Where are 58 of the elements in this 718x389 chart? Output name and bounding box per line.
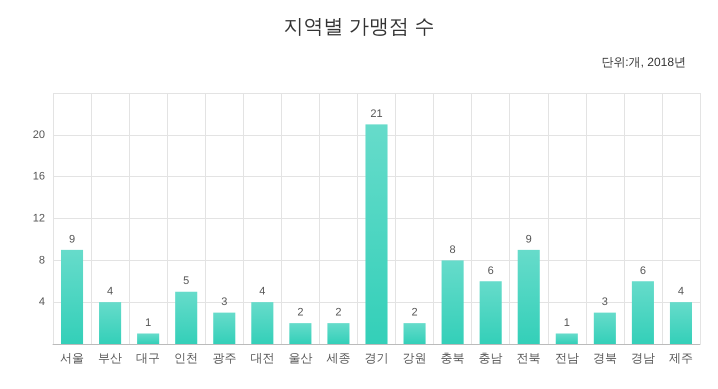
y-tick-label: 20	[32, 128, 45, 141]
bar	[289, 323, 312, 344]
y-tick-label: 4	[38, 296, 45, 308]
x-tick-label: 광주	[212, 351, 236, 365]
bar	[442, 260, 464, 344]
data-label: 9	[68, 233, 76, 246]
data-label: 6	[488, 264, 494, 277]
x-tick-label: 서울	[60, 351, 84, 365]
data-label: 2	[411, 306, 418, 319]
y-tick-label: 16	[32, 170, 45, 183]
x-tick-label: 제주	[668, 351, 693, 365]
bar	[480, 281, 502, 344]
x-tick-label: 경기	[364, 351, 388, 365]
bar	[99, 302, 122, 344]
bar	[251, 302, 274, 344]
x-tick-label: 부산	[98, 351, 122, 365]
x-tick-label: 세종	[326, 351, 350, 365]
bar	[60, 250, 84, 344]
data-label: 6	[640, 264, 646, 277]
bar	[175, 292, 198, 344]
x-tick-label: 전북	[516, 351, 541, 365]
data-label: 2	[297, 306, 304, 319]
data-label: 8	[450, 244, 456, 256]
x-tick-label: 충북	[440, 351, 465, 365]
x-tick-label: 대전	[250, 351, 274, 365]
y-tick-label: 8	[38, 254, 45, 266]
data-label: 2	[335, 306, 342, 319]
data-label: 3	[221, 296, 228, 308]
x-tick-label: 인천	[174, 351, 198, 365]
x-tick-label: 충남	[478, 351, 503, 365]
data-label: 3	[602, 296, 608, 308]
bar	[327, 323, 350, 344]
data-label: 4	[259, 286, 266, 298]
bar	[594, 312, 616, 344]
data-label: 4	[678, 286, 684, 298]
bar	[404, 323, 426, 344]
bar	[632, 281, 654, 344]
x-tick-label: 경북	[592, 351, 617, 365]
bar	[518, 250, 540, 344]
bar	[137, 334, 160, 344]
data-label: 1	[145, 317, 152, 330]
data-label: 5	[183, 275, 190, 288]
data-label: 21	[370, 108, 383, 120]
text: 단위:개, 2018년	[601, 55, 686, 69]
data-label: 1	[564, 317, 570, 330]
data-label: 4	[107, 286, 114, 298]
x-tick-label: 경남	[630, 351, 655, 365]
bar	[556, 334, 578, 344]
x-tick-label: 전남	[554, 351, 579, 365]
x-tick-label: 대구	[136, 351, 160, 365]
bar	[365, 124, 388, 344]
bar	[670, 302, 692, 344]
data-label: 9	[526, 233, 532, 246]
x-tick-label: 울산	[288, 351, 312, 365]
x-tick-label: 강원	[402, 351, 427, 365]
bar	[213, 312, 236, 344]
chart-title: 지역별 가맹점 수	[283, 16, 435, 38]
y-tick-label: 12	[32, 212, 45, 224]
